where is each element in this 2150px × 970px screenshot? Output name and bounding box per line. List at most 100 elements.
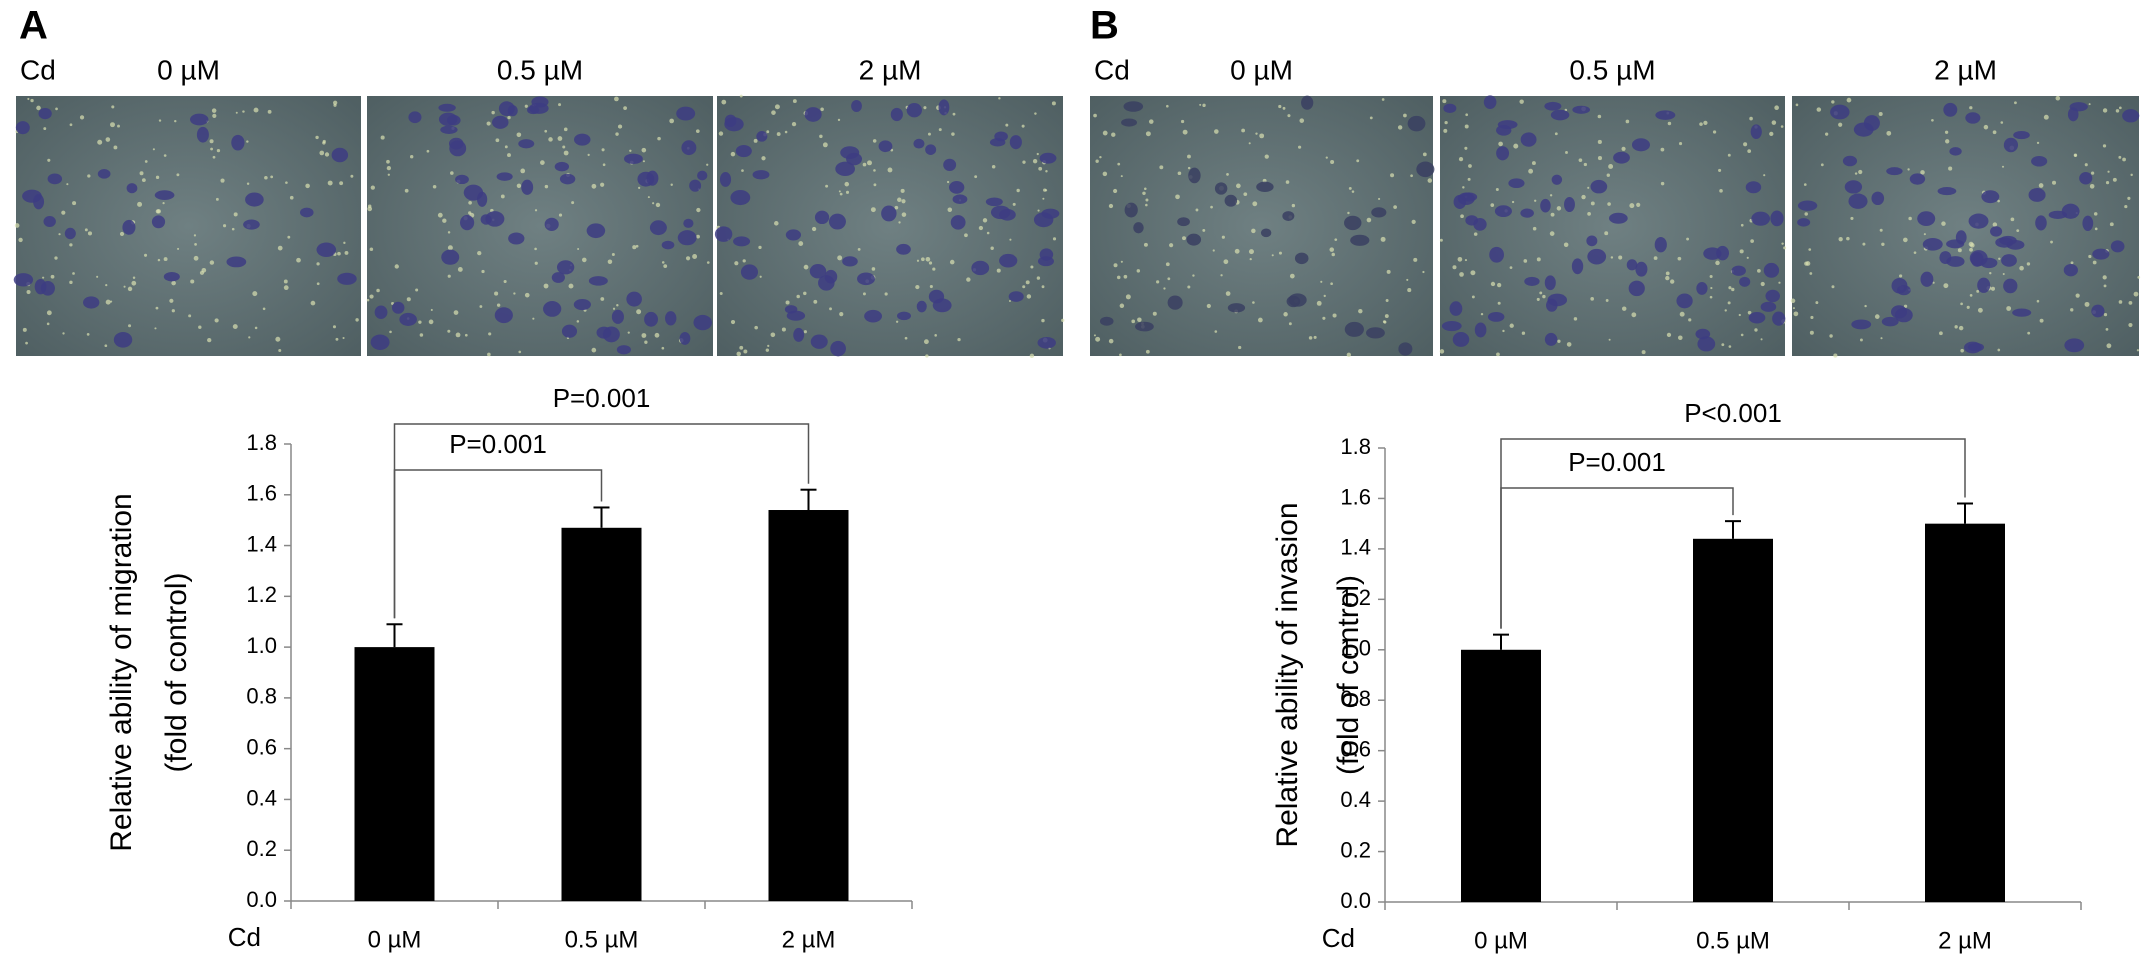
speck — [2088, 254, 2092, 259]
cell — [626, 291, 642, 307]
speck — [50, 274, 55, 279]
speck — [1550, 212, 1555, 217]
speck — [267, 109, 272, 114]
speck — [695, 129, 700, 134]
speck — [520, 168, 526, 174]
cell — [1937, 187, 1957, 196]
cell — [1969, 250, 1988, 267]
speck — [110, 300, 113, 303]
speck — [1125, 294, 1131, 300]
cell — [245, 192, 264, 207]
speck — [2092, 260, 2097, 265]
cell — [399, 312, 417, 326]
speck — [1442, 99, 1447, 104]
speck — [739, 94, 743, 98]
speck — [494, 291, 499, 296]
speck — [534, 247, 537, 251]
cell — [1770, 210, 1784, 227]
speck — [2000, 121, 2004, 124]
speck — [829, 307, 832, 311]
y-tick-label: 1.6 — [1340, 484, 1371, 509]
cell — [477, 191, 488, 207]
speck — [1939, 331, 1943, 336]
speck — [1496, 352, 1500, 357]
speck — [222, 224, 227, 228]
speck — [428, 319, 434, 325]
cell — [949, 181, 965, 194]
speck — [1712, 130, 1717, 134]
speck — [342, 336, 345, 340]
speck — [627, 331, 630, 334]
speck — [2102, 144, 2107, 148]
speck — [1025, 280, 1030, 285]
speck — [1471, 295, 1475, 299]
cell — [1844, 180, 1863, 194]
cell — [916, 300, 927, 313]
speck — [1038, 166, 1043, 171]
speck — [739, 345, 744, 350]
speck — [1666, 332, 1672, 337]
speck — [1721, 343, 1725, 347]
speck — [1034, 112, 1037, 115]
cell — [1564, 196, 1575, 213]
speck — [1969, 294, 1973, 297]
speck — [925, 354, 929, 358]
speck — [1061, 318, 1065, 323]
speck — [1763, 174, 1766, 177]
speck — [1536, 297, 1540, 301]
speck — [563, 127, 568, 132]
speck — [1498, 141, 1503, 147]
speck — [1214, 330, 1218, 333]
cell — [1544, 275, 1556, 291]
cell — [231, 134, 245, 151]
cell — [857, 272, 875, 286]
speck — [1531, 161, 1536, 166]
cell — [561, 324, 578, 338]
cell — [756, 131, 768, 142]
cell — [1917, 211, 1936, 227]
cell — [1609, 212, 1628, 224]
cell — [1853, 122, 1874, 137]
cell — [1544, 101, 1562, 111]
cell — [1009, 135, 1022, 150]
speck — [1252, 301, 1255, 304]
cell — [1760, 301, 1777, 312]
speck — [366, 298, 370, 302]
bar — [768, 510, 849, 901]
speck — [629, 149, 632, 152]
speck — [1665, 275, 1670, 281]
speck — [1298, 145, 1302, 149]
speck — [1022, 285, 1026, 289]
speck — [477, 250, 482, 256]
speck — [1590, 201, 1595, 206]
speck — [1597, 156, 1603, 161]
cell — [391, 301, 405, 314]
speck — [235, 111, 238, 114]
speck — [1288, 322, 1292, 326]
speck — [949, 259, 955, 265]
speck — [404, 188, 409, 193]
speck — [1667, 121, 1672, 126]
speck — [986, 231, 990, 235]
cell — [1763, 262, 1780, 278]
cell — [33, 194, 45, 210]
speck — [315, 135, 319, 140]
speck — [661, 346, 665, 350]
micrograph — [1090, 95, 1435, 357]
speck — [1095, 336, 1101, 342]
cell — [1496, 124, 1512, 136]
cell — [1981, 190, 2000, 204]
speck — [616, 304, 619, 307]
cell — [740, 264, 759, 280]
cell — [730, 189, 751, 206]
speck — [577, 247, 580, 251]
speck — [132, 276, 136, 279]
speck — [488, 332, 492, 336]
speck — [1960, 302, 1963, 306]
speck — [1282, 106, 1286, 110]
cell — [697, 170, 708, 181]
cell — [1977, 277, 1991, 293]
speck — [1583, 162, 1587, 167]
speck — [86, 332, 90, 336]
